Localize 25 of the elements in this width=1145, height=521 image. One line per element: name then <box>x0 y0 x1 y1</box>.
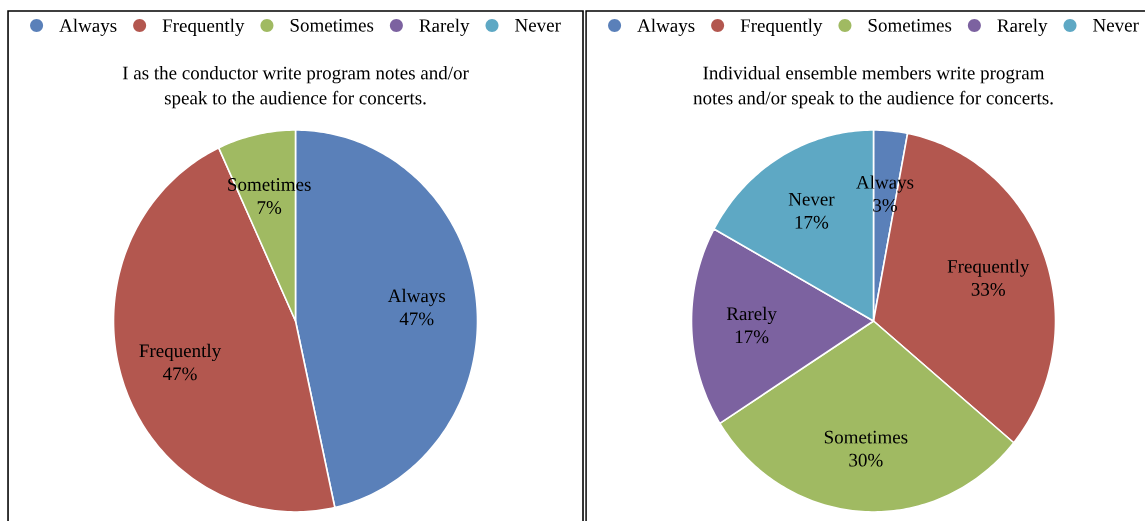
legend-label: Never <box>1093 19 1139 32</box>
legend-label: Rarely <box>997 18 1048 36</box>
legend-label: Rarely <box>419 18 470 36</box>
data-label: 47% <box>162 367 197 381</box>
data-label: 47% <box>399 312 434 326</box>
slice-label: Never <box>788 193 835 206</box>
legend-label: Always <box>637 18 695 36</box>
legend-label: Always <box>59 18 117 36</box>
data-label: 30% <box>849 453 883 467</box>
legend-label: Sometimes <box>868 18 952 32</box>
text: Individual ensemble members write program notes and/or speak to the audience for concerts. <box>693 66 1053 109</box>
data-label: 7% <box>257 201 282 214</box>
legend-label: Frequently <box>740 18 823 36</box>
data-label: 33% <box>971 282 1005 296</box>
data-label: 17% <box>735 330 769 344</box>
legend-label: Frequently <box>162 18 245 36</box>
slice-label: Frequently <box>139 343 222 362</box>
legend-label: Sometimes <box>290 18 374 32</box>
data-label: 17% <box>795 215 829 229</box>
slice-label: Always <box>387 288 446 307</box>
slice-label: Sometimes <box>824 430 908 444</box>
slice-label: Frequently <box>947 259 1030 277</box>
legend-label: Never <box>515 19 561 32</box>
text: I as the conductor write program notes and/or speak to the audience for concerts. <box>122 66 469 109</box>
slice-label: Rarely <box>726 306 777 325</box>
